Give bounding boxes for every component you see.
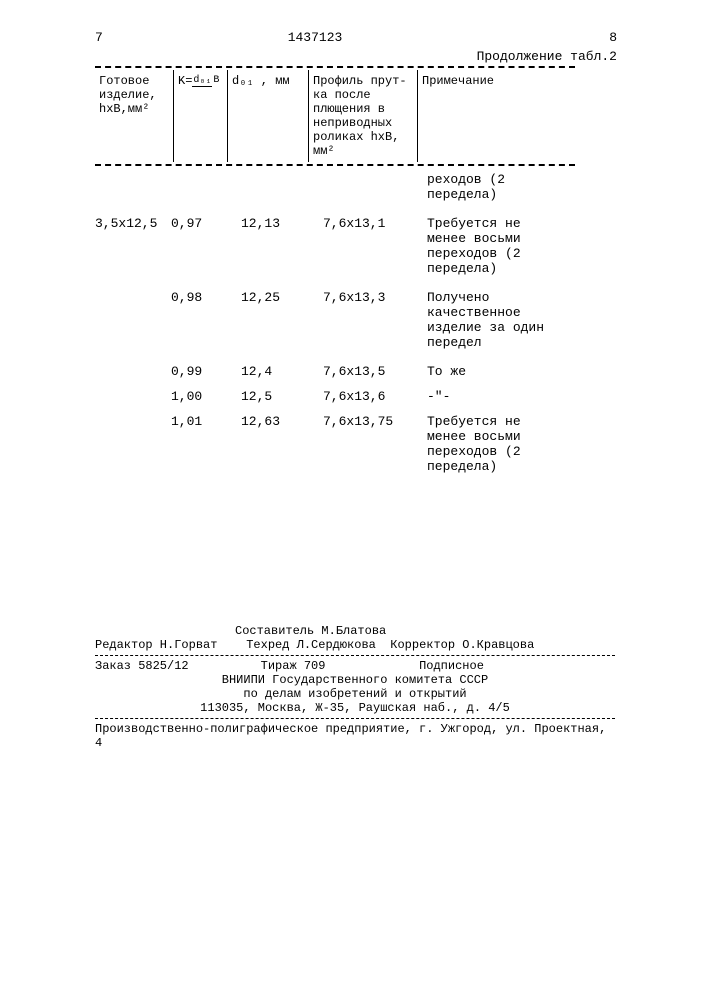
footer-techred: Техред Л.Сердюкова: [246, 638, 376, 652]
table-header-col3: d₀₁ , мм: [228, 70, 309, 162]
table-body: реходов (2 передела) 3,5x12,5 0,97 12,13…: [95, 172, 575, 474]
k-equals: K=: [178, 74, 192, 88]
cell-product: 3,5x12,5: [95, 216, 165, 276]
cell-note: Требуется не менее восьми переходов (2 п…: [423, 414, 567, 474]
footer-order: Заказ 5825/12: [95, 659, 189, 673]
table-header-col1: Готовое изделие, hxB,мм²: [95, 70, 174, 162]
footer-tirazh: Тираж 709: [261, 659, 326, 673]
cell-product: [95, 364, 165, 379]
cell-d: 12,25: [221, 290, 319, 350]
cell-profile: 7,6x13,5: [319, 364, 423, 379]
footer-rule-2: [95, 718, 615, 719]
continuation-label: Продолжение табл.2: [95, 49, 647, 64]
cell-k: 1,00: [165, 389, 221, 404]
cell-note: реходов (2 передела): [423, 172, 567, 202]
table-row: 0,98 12,25 7,6x13,3 Получено качественно…: [95, 290, 575, 350]
cell-profile: 7,6x13,1: [319, 216, 423, 276]
cell-product: [95, 414, 165, 474]
cell-k: 1,01: [165, 414, 221, 474]
cell-note: Получено качественное изделие за один пе…: [423, 290, 567, 350]
cell-d: 12,4: [221, 364, 319, 379]
cell-product: [95, 172, 165, 202]
cell-product: [95, 290, 165, 350]
table-header-rule: [95, 164, 575, 166]
footer-editor: Редактор Н.Горват: [95, 638, 217, 652]
table-header-col4: Профиль прут-ка после плющения в неприво…: [309, 70, 418, 162]
table-row: 1,00 12,5 7,6x13,6 -"-: [95, 389, 575, 404]
cell-d: [221, 172, 319, 202]
table-row: 3,5x12,5 0,97 12,13 7,6x13,1 Требуется н…: [95, 216, 575, 276]
cell-profile: 7,6x13,6: [319, 389, 423, 404]
cell-d: 12,13: [221, 216, 319, 276]
cell-k: [165, 172, 221, 202]
page-number-left: 7: [95, 30, 215, 45]
cell-d: 12,63: [221, 414, 319, 474]
footer-compiler: Составитель М.Блатова: [95, 624, 615, 638]
cell-k: 0,97: [165, 216, 221, 276]
footer-corrector: Корректор О.Кравцова: [390, 638, 534, 652]
footer-org2: по делам изобретений и открытий: [95, 687, 615, 701]
table-header-row: Готовое изделие, hxB,мм² K=d₀₁B d₀₁ , мм…: [95, 70, 575, 162]
cell-product: [95, 389, 165, 404]
footer-order-row: Заказ 5825/12 Тираж 709 Подписное: [95, 659, 615, 673]
table-header-col5: Примечание: [418, 70, 526, 162]
footer-org1: ВНИИПИ Государственного комитета СССР: [95, 673, 615, 687]
footer-address: 113035, Москва, Ж-35, Раушская наб., д. …: [95, 701, 615, 715]
page-number-right: 8: [415, 30, 647, 45]
cell-k: 0,99: [165, 364, 221, 379]
footer-podpisnoe: Подписное: [419, 659, 484, 673]
patent-number: 1437123: [215, 30, 415, 45]
fraction-icon: d₀₁B: [192, 76, 220, 86]
footer-credits-row: Редактор Н.Горват Техред Л.Сердюкова Кор…: [95, 638, 615, 652]
cell-d: 12,5: [221, 389, 319, 404]
table-row: 1,01 12,63 7,6x13,75 Требуется не менее …: [95, 414, 575, 474]
cell-k: 0,98: [165, 290, 221, 350]
cell-note: -"-: [423, 389, 567, 404]
cell-profile: [319, 172, 423, 202]
cell-profile: 7,6x13,3: [319, 290, 423, 350]
table-header-col2: K=d₀₁B: [174, 70, 228, 162]
cell-note: Требуется не менее восьми переходов (2 п…: [423, 216, 567, 276]
footer-rule-1: [95, 655, 615, 656]
cell-profile: 7,6x13,75: [319, 414, 423, 474]
table-row: 0,99 12,4 7,6x13,5 То же: [95, 364, 575, 379]
cell-note: То же: [423, 364, 567, 379]
footer-printer: Производственно-полиграфическое предприя…: [95, 722, 615, 750]
footer-block: Составитель М.Блатова Редактор Н.Горват …: [95, 624, 615, 750]
table-top-rule: [95, 66, 575, 68]
table-row: реходов (2 передела): [95, 172, 575, 202]
